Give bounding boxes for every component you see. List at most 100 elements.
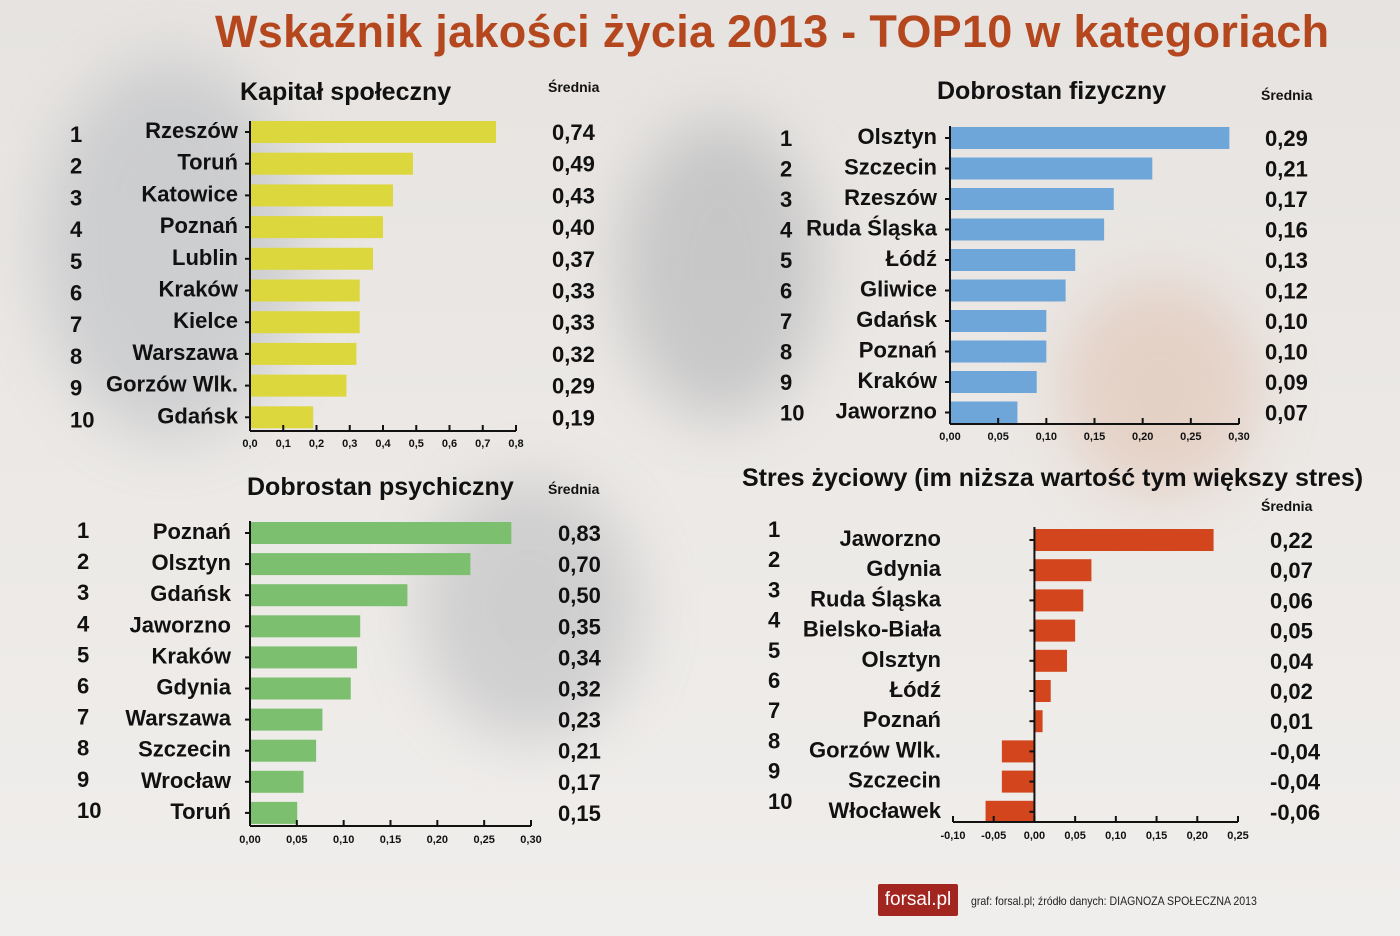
bar-5 (250, 646, 358, 669)
category-label: Kraków (152, 643, 232, 668)
x-tick-label: 0,2 (309, 438, 324, 450)
category-label: Ruda Śląska (810, 586, 942, 611)
value-label: 0,83 (558, 521, 601, 546)
x-tick-label: 0,25 (1180, 431, 1201, 443)
x-tick-label: 0,00 (1024, 830, 1045, 842)
bar-8 (1001, 740, 1035, 763)
rank-label: 3 (768, 577, 780, 602)
bar-5 (1034, 649, 1067, 672)
category-label: Ruda Śląska (806, 216, 938, 241)
rank-label: 7 (768, 698, 780, 723)
category-label: Łódź (886, 246, 937, 271)
x-tick-label: 0,10 (1105, 830, 1126, 842)
rank-label: 9 (70, 376, 82, 401)
rank-label: 1 (70, 122, 82, 147)
value-label: 0,21 (558, 739, 601, 764)
x-tick-label: 0,15 (1146, 830, 1167, 842)
category-label: Włocławek (829, 798, 942, 823)
category-label: Katowice (141, 181, 238, 206)
rank-label: 5 (780, 248, 792, 273)
x-tick-label: 0,20 (1187, 830, 1208, 842)
bar-9 (1001, 770, 1035, 793)
rank-label: 8 (768, 728, 780, 753)
bar-3 (250, 184, 393, 207)
x-tick-label: 0,15 (380, 834, 401, 846)
category-label: Toruń (170, 799, 231, 824)
category-label: Szczecin (844, 155, 937, 180)
category-label: Jaworzno (840, 526, 941, 551)
bar-3 (1034, 589, 1084, 612)
x-tick-label: 0,00 (239, 834, 260, 846)
value-label: 0,19 (552, 405, 595, 430)
bar-1 (1034, 529, 1214, 551)
category-label: Gdynia (156, 675, 231, 700)
bar-9 (250, 770, 304, 793)
category-label: Toruń (177, 150, 238, 175)
x-tick-label: 0,25 (473, 834, 494, 846)
bar-1 (250, 522, 512, 544)
rank-label: 3 (77, 580, 89, 605)
rank-label: 1 (780, 126, 792, 151)
bar-7 (950, 310, 1047, 332)
rank-label: 7 (70, 312, 82, 337)
rank-label: 9 (780, 370, 792, 395)
bar-5 (250, 247, 374, 270)
forsal-logo: forsal.pl (878, 884, 958, 916)
bar-1 (250, 121, 497, 143)
rank-label: 1 (77, 518, 89, 543)
panel-title: Kapitał społeczny (240, 78, 451, 106)
value-label: 0,17 (1265, 187, 1308, 212)
category-label: Jaworzno (130, 612, 231, 637)
value-label: -0,06 (1270, 800, 1320, 825)
category-label: Poznań (863, 707, 941, 732)
value-label: 0,07 (1270, 558, 1313, 583)
value-label: 0,29 (1265, 126, 1308, 151)
value-label: 0,33 (552, 310, 595, 335)
rank-label: 6 (780, 279, 792, 304)
rank-label: 5 (77, 642, 89, 667)
value-label: 0,34 (558, 645, 602, 670)
background-photo (1060, 280, 1260, 500)
category-label: Gdańsk (150, 581, 231, 606)
category-label: Poznań (160, 213, 238, 238)
rank-label: 7 (77, 705, 89, 730)
bar-2 (1034, 559, 1092, 582)
bar-10 (250, 406, 314, 429)
rank-label: 2 (77, 549, 89, 574)
x-tick-label: -0,05 (981, 830, 1006, 842)
bar-8 (250, 739, 317, 762)
x-tick-label: 0,30 (520, 834, 541, 846)
bar-7 (250, 708, 323, 731)
category-label: Gdańsk (157, 403, 238, 428)
x-tick-label: 0,20 (427, 834, 448, 846)
rank-label: 4 (77, 611, 90, 636)
value-label: 0,32 (552, 342, 595, 367)
bar-6 (1034, 680, 1051, 702)
category-label: Warszawa (132, 340, 238, 365)
value-label: -0,04 (1270, 739, 1321, 764)
value-label: 0,13 (1265, 248, 1308, 273)
bar-6 (250, 677, 351, 700)
panel-title: Stres życiowy (im niższa wartość tym wię… (742, 464, 1363, 492)
x-tick-label: 0,6 (442, 438, 457, 450)
bar-10 (250, 801, 298, 824)
bar-1 (950, 127, 1230, 149)
value-label: 0,21 (1265, 157, 1308, 182)
rank-label: 7 (780, 309, 792, 334)
bar-2 (250, 553, 471, 576)
x-tick-label: 0,10 (333, 834, 354, 846)
category-label: Olsztyn (152, 550, 231, 575)
value-header: Średnia (548, 78, 600, 95)
x-tick-label: 0,10 (1036, 431, 1057, 443)
bar-4 (250, 615, 361, 638)
value-label: 0,40 (552, 215, 595, 240)
rank-label: 10 (780, 401, 804, 426)
category-label: Lublin (172, 245, 238, 270)
x-tick-label: 0,15 (1084, 431, 1105, 443)
x-tick-label: 0,00 (939, 431, 960, 443)
value-label: 0,37 (552, 247, 595, 272)
value-label: 0,01 (1270, 709, 1313, 734)
value-label: 0,43 (552, 183, 595, 208)
value-label: 0,50 (558, 583, 601, 608)
value-header: Średnia (548, 480, 600, 497)
